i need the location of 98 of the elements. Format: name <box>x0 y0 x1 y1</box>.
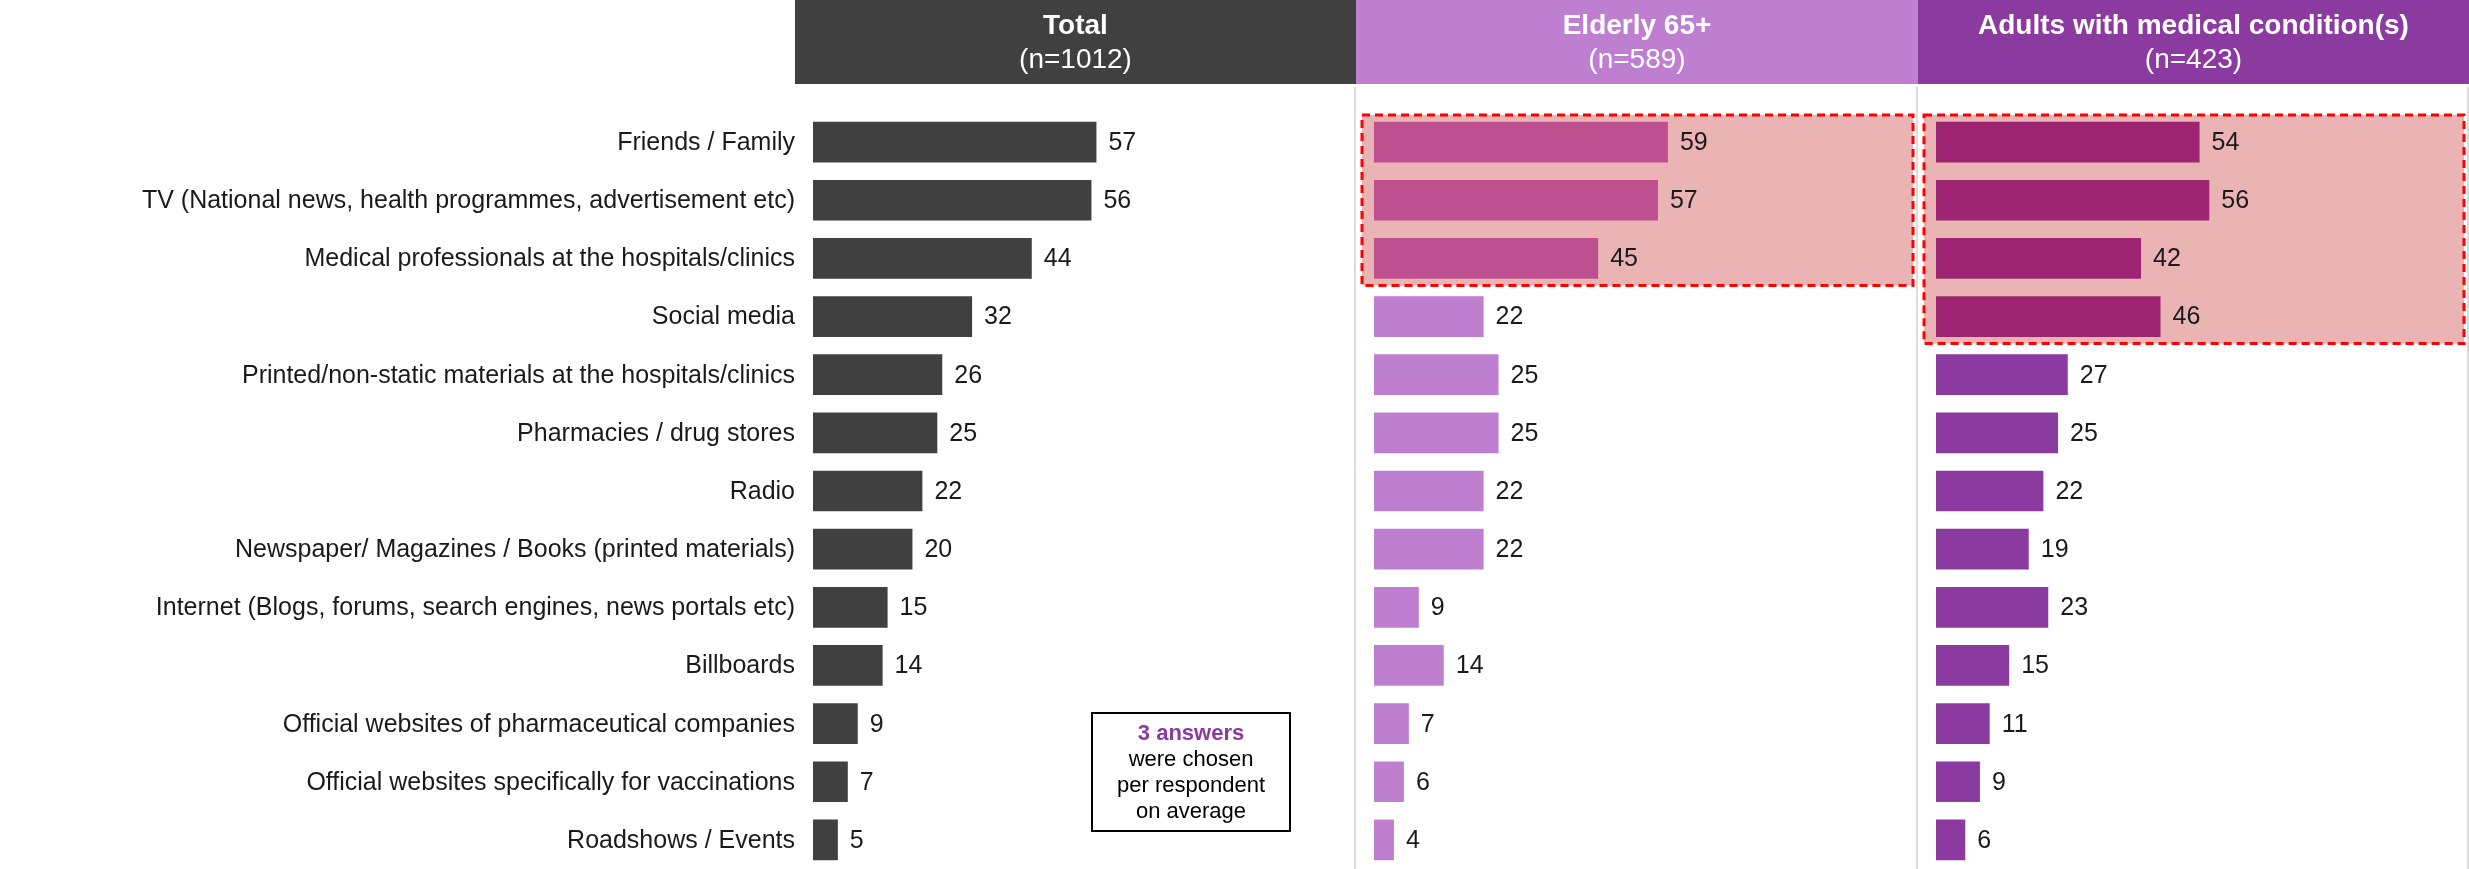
bar <box>1936 238 2141 279</box>
bar <box>1374 703 1409 744</box>
bar <box>1936 470 2044 512</box>
chart-title: Adults with medical condition(s) <box>1977 8 2410 42</box>
y-tick-label: Medical professionals at the hospitals/clinics <box>304 243 795 272</box>
data-label: 22 <box>2055 475 2084 504</box>
bar <box>1374 121 1668 163</box>
bar <box>813 586 888 628</box>
data-label: 26 <box>954 359 983 388</box>
bar <box>1374 761 1404 803</box>
data-label: 57 <box>1108 126 1137 155</box>
data-label: 6 <box>1415 766 1430 795</box>
bar <box>1374 412 1499 454</box>
bar <box>1374 179 1658 221</box>
bar <box>1374 296 1484 337</box>
bar <box>813 703 858 744</box>
bar <box>1374 645 1444 686</box>
bar <box>1936 819 1966 861</box>
bar <box>1374 354 1499 396</box>
data-label: 59 <box>1679 126 1708 155</box>
y-tick-label: Radio <box>729 475 795 504</box>
data-label: 4 <box>1405 824 1420 853</box>
y-tick-label: Pharmacies / drug stores <box>517 417 795 446</box>
data-label: 23 <box>2060 592 2089 621</box>
bar <box>813 412 938 454</box>
data-label: 9 <box>869 708 884 737</box>
bar <box>813 819 838 861</box>
y-tick-label: Printed/non-static materials at the hospitals/clinics <box>241 359 795 388</box>
data-label: 25 <box>2070 417 2098 446</box>
data-label: 15 <box>899 592 928 621</box>
bar <box>1374 819 1394 861</box>
data-label: 27 <box>2079 359 2108 388</box>
bar <box>1936 354 2068 396</box>
data-label: 9 <box>1430 592 1445 621</box>
data-label: 19 <box>2040 534 2069 563</box>
data-label: 25 <box>1510 359 1539 388</box>
bar <box>1374 586 1419 628</box>
data-label: 42 <box>2152 243 2181 272</box>
y-tick-label: TV (National news, health programmes, advertisement etc) <box>141 185 795 214</box>
bar <box>813 528 913 570</box>
bar <box>813 354 943 396</box>
y-tick-label: Newspaper/ Magazines / Books (printed materials) <box>235 534 795 563</box>
data-label: 9 <box>1991 766 2006 795</box>
bar <box>813 238 1032 279</box>
bar <box>1936 121 2200 163</box>
data-label: 32 <box>984 301 1012 330</box>
bar <box>1374 470 1484 512</box>
data-label: 45 <box>1610 243 1638 272</box>
data-label: 25 <box>1510 417 1539 446</box>
data-label: 14 <box>1455 650 1484 679</box>
bar <box>1936 645 2010 686</box>
data-label: 14 <box>894 650 923 679</box>
y-tick-label: Social media <box>651 301 796 330</box>
bar <box>1936 528 2029 570</box>
data-label: 22 <box>1495 301 1524 330</box>
data-label: 25 <box>949 417 978 446</box>
bar <box>1374 528 1484 570</box>
bar <box>813 121 1097 163</box>
data-label: 54 <box>2211 126 2240 155</box>
data-label: 22 <box>934 475 963 504</box>
data-label: 7 <box>859 766 874 795</box>
data-label: 56 <box>2221 185 2250 214</box>
y-tick-label: Roadshows / Events <box>567 824 795 853</box>
y-tick-label: Internet (Blogs, forums, search engines, news portals etc) <box>155 592 795 621</box>
bar <box>1936 586 2049 628</box>
bar <box>813 470 923 512</box>
y-tick-label: Friends / Family <box>617 126 796 155</box>
data-label: 44 <box>1043 243 1072 272</box>
bar <box>1374 238 1599 279</box>
bar <box>813 645 883 686</box>
bar <box>1936 412 2059 454</box>
bar <box>813 761 848 803</box>
chart-subtitle: (n=589) <box>1588 43 1686 74</box>
chart-subtitle: (n=1012) <box>1019 43 1132 74</box>
chart-title: Elderly 65+ <box>1561 8 1713 42</box>
y-tick-label: Billboards <box>685 650 795 679</box>
bar <box>1936 761 1980 803</box>
chart-title: Total <box>1042 8 1109 42</box>
bar <box>813 179 1092 221</box>
data-label: 11 <box>2001 708 2028 737</box>
data-label: 57 <box>1669 185 1698 214</box>
data-label: 22 <box>1495 475 1524 504</box>
bar <box>1936 179 2210 221</box>
chart-subtitle: (n=423) <box>2144 43 2243 74</box>
data-label: 7 <box>1420 708 1435 737</box>
data-label: 6 <box>1977 824 1992 853</box>
data-label: 46 <box>2172 301 2201 330</box>
bar <box>1936 703 1990 744</box>
data-label: 56 <box>1103 185 1132 214</box>
bar <box>813 296 973 337</box>
annotation: 3 answers were chosen per respondent on average <box>1091 712 1291 832</box>
data-label: 15 <box>2021 650 2050 679</box>
data-label: 22 <box>1495 534 1524 563</box>
y-tick-label: Official websites of pharmaceutical companies <box>282 708 795 737</box>
bar <box>1936 296 2161 337</box>
data-label: 20 <box>924 534 953 563</box>
y-tick-label: Official websites specifically for vaccinations <box>306 766 795 795</box>
data-label: 5 <box>849 824 864 853</box>
